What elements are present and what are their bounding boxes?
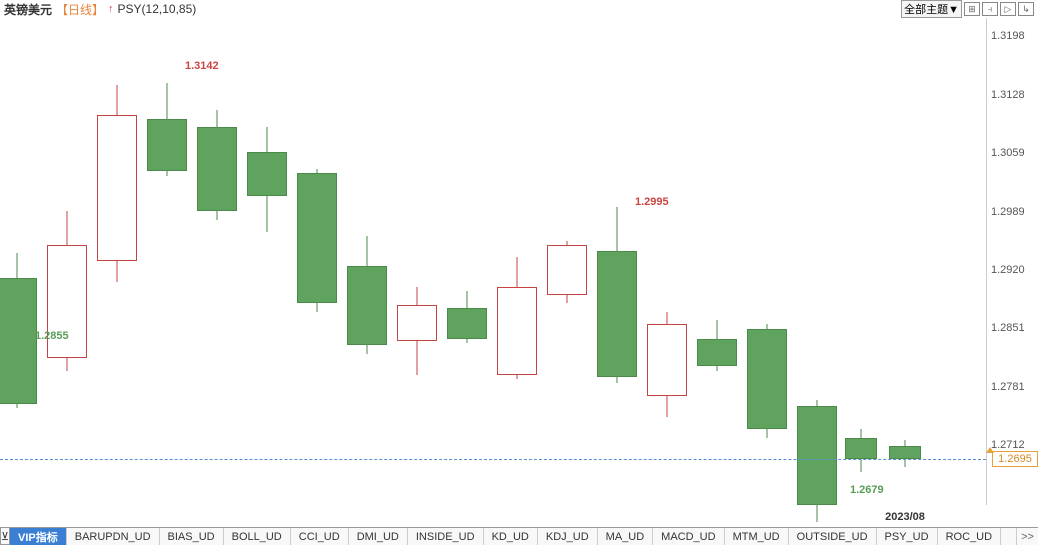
header-right: 全部主题▼ ⊞ ⫞ ▷ ↳ (901, 0, 1034, 18)
indicator-tab[interactable]: KD_UD (484, 528, 538, 545)
y-tick-label: 1.3128 (991, 89, 1025, 101)
indicator-tab[interactable]: BOLL_UD (224, 528, 291, 545)
price-annotation: 1.3142 (185, 60, 219, 72)
chart-canvas[interactable]: 1.2855 1.3142 1.2995 1.2679 (0, 18, 986, 505)
indicator-tab[interactable]: INSIDE_UD (408, 528, 484, 545)
export-icon[interactable]: ↳ (1018, 2, 1034, 16)
candle[interactable] (47, 18, 87, 505)
timeframe-label: 【日线】 (56, 1, 104, 18)
candle[interactable] (889, 18, 921, 505)
indicator-tab[interactable]: BARUPDN_UD (67, 528, 160, 545)
candle[interactable] (397, 18, 437, 505)
current-price-label: 1.2695 (992, 451, 1038, 467)
candle[interactable] (297, 18, 337, 505)
theme-select[interactable]: 全部主题▼ (901, 0, 962, 18)
analysis-icon[interactable]: ⫞ (982, 2, 998, 16)
candle[interactable] (797, 18, 837, 505)
indicator-label: PSY(12,10,85) (118, 2, 197, 16)
y-tick-label: 1.2989 (991, 206, 1025, 218)
candle[interactable] (347, 18, 387, 505)
vip-indicator-tab[interactable]: VIP指标 (10, 528, 67, 545)
y-tick-label: 1.2920 (991, 264, 1025, 276)
indicator-tab[interactable]: MA_UD (598, 528, 654, 545)
candle[interactable] (147, 18, 187, 505)
candle[interactable] (0, 18, 37, 505)
y-tick-label: 1.2712 (991, 439, 1025, 451)
footer-edge-left[interactable]: ⊻ (0, 528, 10, 545)
y-tick-label: 1.2781 (991, 381, 1025, 393)
price-annotation: 1.2679 (850, 484, 884, 496)
y-tick-label: 1.3059 (991, 147, 1025, 159)
candle[interactable] (197, 18, 237, 505)
candle[interactable] (447, 18, 487, 505)
candle[interactable] (747, 18, 787, 505)
indicator-tab[interactable]: PSY_UD (877, 528, 938, 545)
candle[interactable] (497, 18, 537, 505)
price-annotation: 1.2855 (35, 330, 69, 342)
indicator-tab[interactable]: MACD_UD (653, 528, 724, 545)
candle[interactable] (97, 18, 137, 505)
instrument-title: 英镑美元 (4, 1, 52, 18)
indicator-tab[interactable]: KDJ_UD (538, 528, 598, 545)
y-tick-label: 1.2851 (991, 322, 1025, 334)
price-annotation: 1.2995 (635, 196, 669, 208)
candle[interactable] (597, 18, 637, 505)
y-axis: 1.3198 1.3128 1.3059 1.2989 1.2920 1.2851 1.27… (986, 18, 1038, 505)
candle[interactable] (247, 18, 287, 505)
candle[interactable] (647, 18, 687, 505)
indicator-tab[interactable]: ROC_UD (938, 528, 1001, 545)
indicator-tabs: BARUPDN_UDBIAS_UDBOLL_UDCCI_UDDMI_UDINSI… (67, 528, 1016, 545)
current-price-line (0, 459, 986, 460)
grid-icon[interactable]: ⊞ (964, 2, 980, 16)
indicator-tab[interactable]: BIAS_UD (160, 528, 224, 545)
candle[interactable] (547, 18, 587, 505)
indicator-footer: ⊻ VIP指标 BARUPDN_UDBIAS_UDBOLL_UDCCI_UDDM… (0, 527, 1038, 545)
x-axis-date: 2023/08 (885, 511, 925, 523)
indicator-tab[interactable]: OUTSIDE_UD (789, 528, 877, 545)
candle[interactable] (845, 18, 877, 505)
play-icon[interactable]: ▷ (1000, 2, 1016, 16)
y-tick-label: 1.3198 (991, 30, 1025, 42)
current-price-arrow (986, 447, 994, 453)
candle[interactable] (697, 18, 737, 505)
chart-header: 英镑美元 【日线】 ↑ PSY(12,10,85) 全部主题▼ ⊞ ⫞ ▷ ↳ (0, 0, 1038, 18)
indicator-tab[interactable]: DMI_UD (349, 528, 408, 545)
indicator-tab[interactable]: MTM_UD (725, 528, 789, 545)
indicator-tab[interactable]: CCI_UD (291, 528, 349, 545)
header-left: 英镑美元 【日线】 ↑ PSY(12,10,85) (4, 1, 196, 18)
up-arrow-icon: ↑ (108, 3, 114, 15)
footer-scroll-button[interactable]: >> (1016, 528, 1038, 545)
